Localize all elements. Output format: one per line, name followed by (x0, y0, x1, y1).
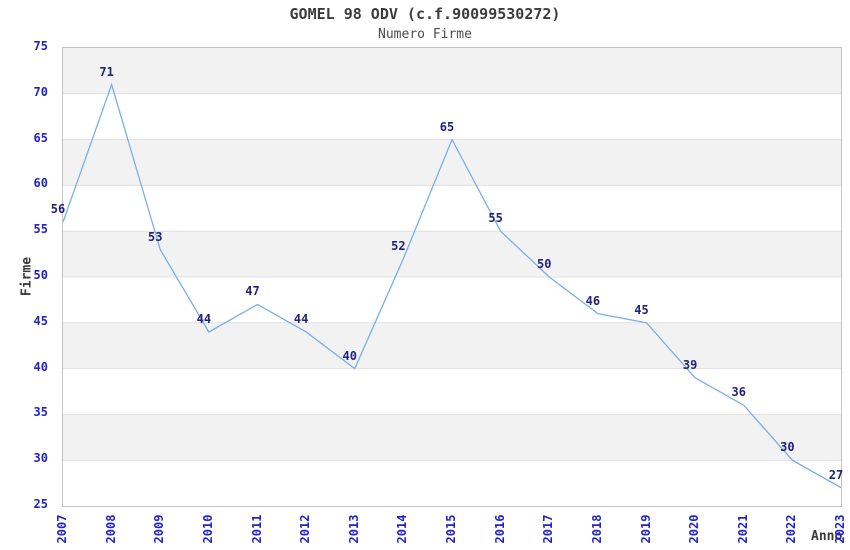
x-tick-label: 2015 (444, 514, 458, 544)
y-tick-label: 40 (33, 359, 48, 374)
data-point-label: 27 (828, 467, 844, 482)
data-point-label: 36 (731, 385, 746, 400)
y-tick-label: 50 (33, 268, 48, 282)
series-line (63, 82, 841, 489)
plot-area (62, 47, 842, 507)
data-point-label: 44 (196, 311, 212, 326)
chart-band (63, 231, 841, 277)
x-tick-label: 2017 (541, 514, 556, 544)
data-point-label: 55 (488, 211, 503, 226)
data-point-label: 47 (245, 284, 260, 299)
x-tick-label: 2018 (589, 514, 604, 544)
data-point-label: 45 (634, 302, 649, 317)
x-tick-label: 2011 (249, 514, 264, 544)
y-tick-label: 30 (33, 451, 48, 466)
chart-band (63, 139, 841, 186)
y-tick-label: 70 (33, 84, 48, 99)
y-tick-label: 55 (33, 222, 48, 237)
data-point-label: 30 (780, 440, 795, 455)
y-tick-label: 25 (33, 497, 48, 511)
x-tick-label: 2021 (735, 514, 750, 544)
data-point-label: 56 (50, 202, 66, 217)
x-axis-title: Anno (811, 529, 843, 544)
data-point-label: 44 (293, 311, 309, 326)
line-chart-svg (63, 48, 841, 489)
y-tick-label: 35 (33, 405, 48, 420)
data-point-label: 40 (342, 348, 357, 363)
x-tick-label: 2009 (152, 514, 167, 544)
chart-title: GOMEL 98 ODV (c.f.90099530272) (289, 5, 561, 23)
x-tick-label: 2019 (638, 514, 653, 544)
data-point-label: 53 (148, 229, 163, 244)
x-tick-label: 2016 (492, 514, 507, 544)
x-tick-label: 2007 (55, 514, 69, 544)
chart-band (63, 414, 841, 461)
data-point-label: 50 (537, 257, 552, 271)
x-tick-label: 2012 (298, 514, 313, 544)
y-tick-label: 60 (33, 176, 48, 191)
chart-subtitle: Numero Firme (378, 27, 472, 42)
data-point-label: 52 (391, 238, 406, 253)
data-point-label: 65 (439, 119, 455, 134)
chart-band (63, 48, 841, 94)
x-tick-label: 2010 (200, 514, 215, 544)
chart-band (63, 322, 841, 369)
y-tick-label: 75 (33, 39, 48, 53)
y-tick-label: 45 (33, 313, 48, 328)
y-tick-label: 65 (33, 130, 48, 145)
data-point-label: 46 (585, 293, 601, 308)
data-point-label: 71 (99, 64, 114, 79)
x-tick-label: 2020 (687, 514, 702, 544)
data-point-label: 39 (682, 357, 698, 372)
x-tick-label: 2022 (784, 514, 799, 544)
x-tick-label: 2013 (346, 514, 361, 544)
x-tick-label: 2008 (103, 514, 118, 544)
x-tick-label: 2014 (395, 514, 410, 544)
x-tick-label: 2023 (833, 514, 847, 544)
